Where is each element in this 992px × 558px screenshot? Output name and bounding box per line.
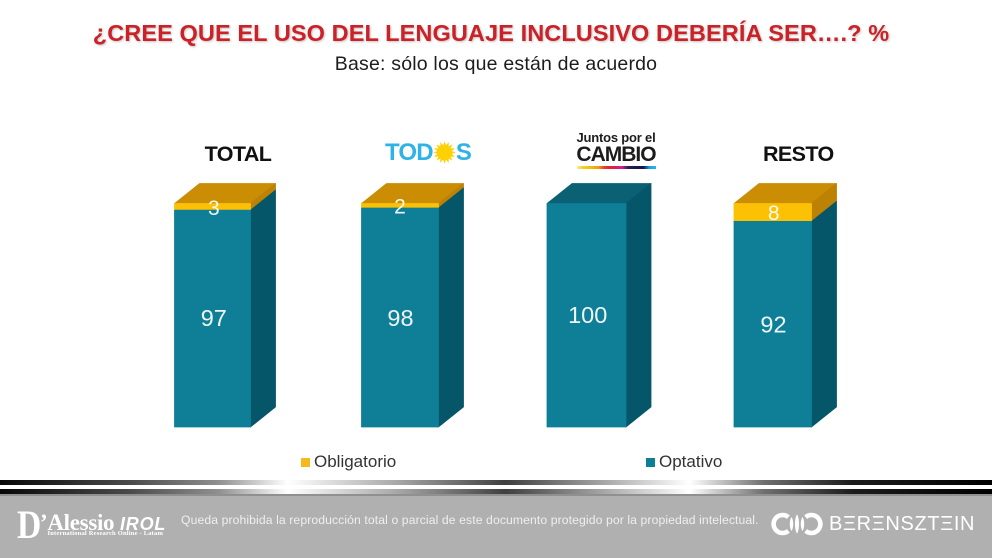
svg-text:98: 98	[387, 305, 413, 331]
svg-text:8: 8	[768, 202, 780, 225]
svg-text:92: 92	[760, 311, 786, 337]
svg-text:3: 3	[208, 197, 220, 220]
svg-text:2: 2	[394, 195, 406, 218]
svg-text:100: 100	[568, 302, 607, 328]
svg-text:97: 97	[201, 305, 227, 331]
